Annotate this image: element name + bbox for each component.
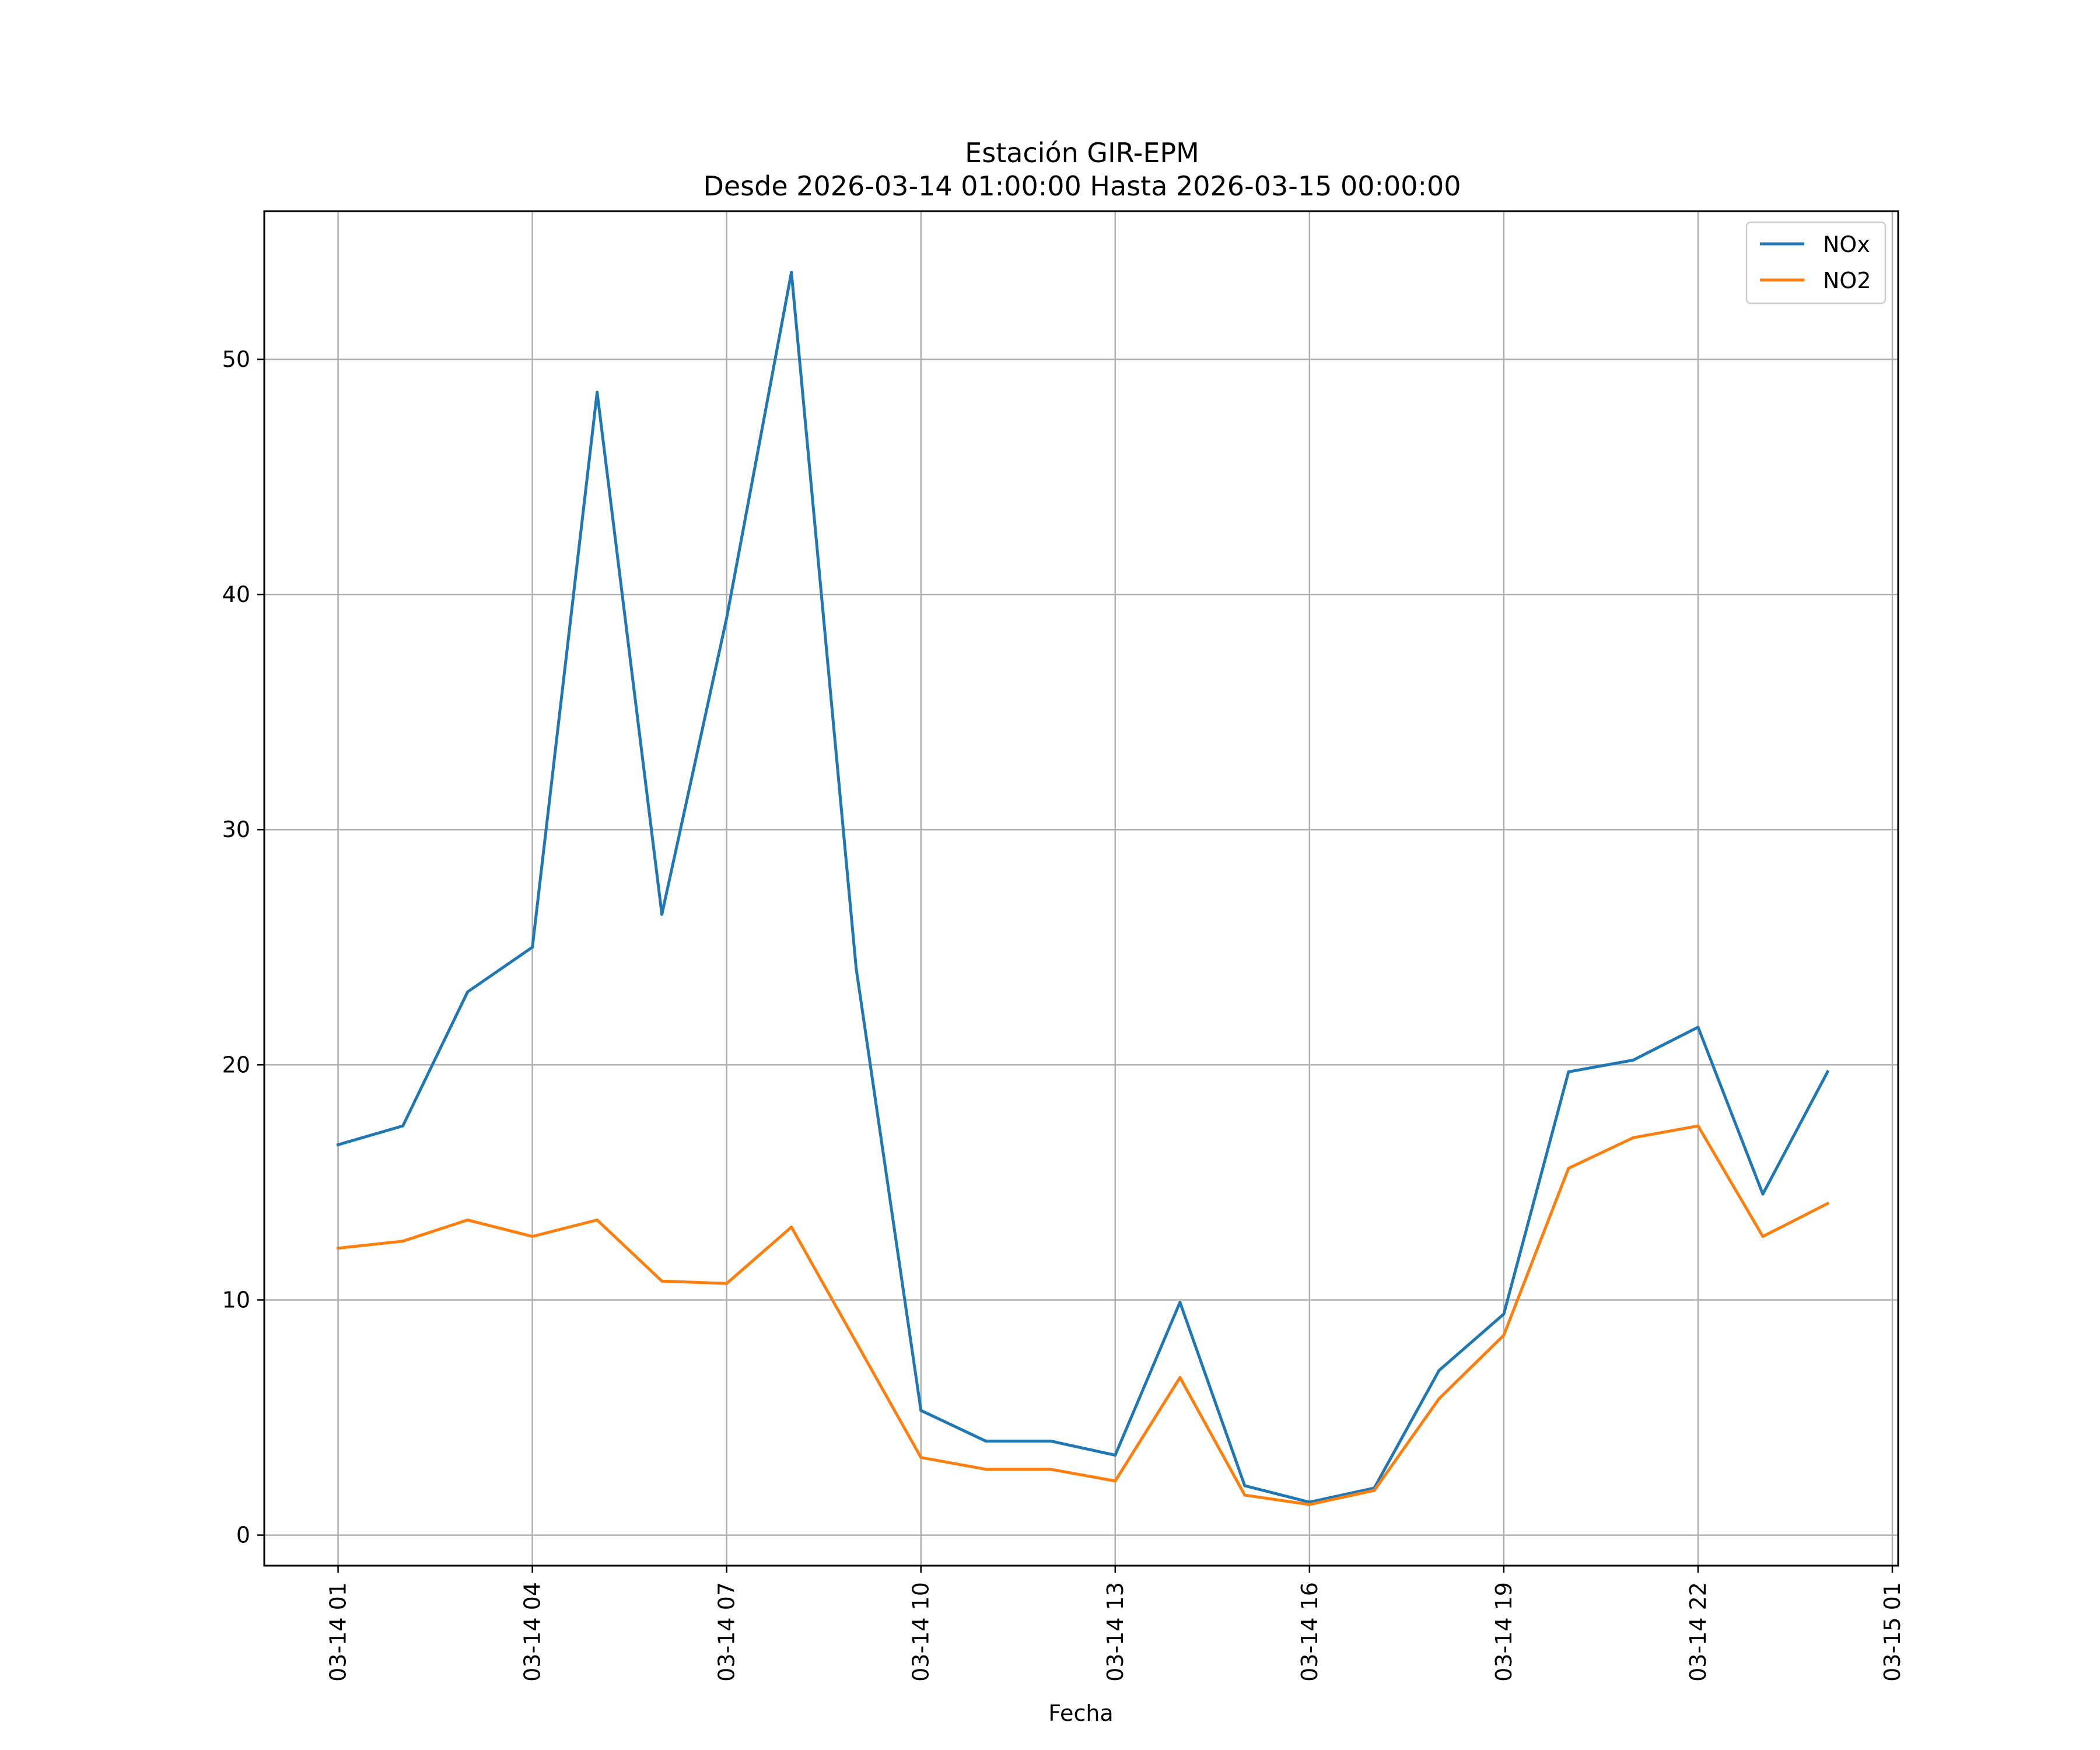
- data-point-no2: [725, 1282, 729, 1285]
- data-point-no2: [1696, 1124, 1700, 1128]
- x-tick-label: 03-14 19: [1491, 1582, 1517, 1682]
- x-tick-label: 03-14 10: [908, 1582, 934, 1682]
- y-tick-label: 40: [222, 582, 250, 607]
- data-point-nox: [790, 271, 793, 274]
- data-point-no2: [660, 1279, 664, 1283]
- data-point-nox: [1049, 1439, 1052, 1443]
- data-point-nox: [1761, 1192, 1765, 1196]
- x-tick-label: 03-14 22: [1685, 1582, 1711, 1682]
- chart-title-line-1: Estación GIR-EPM: [965, 137, 1199, 169]
- data-point-nox: [1437, 1368, 1441, 1372]
- data-point-nox: [1178, 1301, 1182, 1304]
- series-line-no2: [336, 1124, 1830, 1506]
- data-point-nox: [660, 912, 664, 916]
- data-point-nox: [1632, 1058, 1635, 1062]
- x-tick-label: 03-14 07: [714, 1582, 740, 1682]
- grid-lines: [264, 211, 1898, 1566]
- data-point-no2: [1308, 1503, 1311, 1506]
- legend: NOx NO2: [1745, 221, 1887, 304]
- x-tick-label: 03-14 04: [520, 1582, 545, 1682]
- data-point-no2: [984, 1468, 988, 1471]
- data-point-no2: [919, 1456, 923, 1460]
- x-tick-label: 03-14 13: [1102, 1582, 1128, 1682]
- data-point-no2: [1049, 1468, 1052, 1471]
- data-point-nox: [855, 967, 858, 970]
- legend-label-nox: NOx: [1823, 232, 1870, 257]
- x-tick-label: 03-15 01: [1880, 1582, 1905, 1682]
- data-point-nox: [337, 1143, 340, 1146]
- x-tick-label: 03-14 16: [1297, 1582, 1322, 1682]
- data-point-no2: [531, 1235, 534, 1238]
- data-point-no2: [401, 1240, 405, 1243]
- plot-area-frame: [263, 210, 1899, 1567]
- data-point-nox: [1114, 1454, 1117, 1457]
- legend-label-no2: NO2: [1823, 268, 1871, 293]
- data-point-nox: [466, 990, 470, 993]
- data-point-nox: [1502, 1312, 1506, 1316]
- series-line-nox: [336, 271, 1830, 1504]
- data-point-nox: [1567, 1070, 1570, 1073]
- data-point-nox: [919, 1409, 923, 1412]
- data-point-no2: [1761, 1235, 1765, 1238]
- y-tick-label: 10: [222, 1287, 250, 1312]
- y-tick-label: 0: [236, 1522, 250, 1548]
- data-point-no2: [1567, 1167, 1570, 1170]
- data-point-no2: [1632, 1136, 1635, 1139]
- y-tick-label: 30: [222, 817, 250, 842]
- data-point-no2: [1437, 1397, 1441, 1401]
- data-point-nox: [596, 390, 599, 394]
- data-point-no2: [1178, 1376, 1182, 1379]
- data-point-no2: [337, 1247, 340, 1250]
- data-point-nox: [531, 946, 534, 949]
- data-point-no2: [1826, 1202, 1829, 1205]
- y-tick-label: 20: [222, 1052, 250, 1077]
- data-point-nox: [1243, 1484, 1247, 1488]
- x-tick-label: 03-14 01: [326, 1582, 351, 1682]
- data-point-no2: [1502, 1334, 1506, 1337]
- data-point-nox: [725, 616, 729, 620]
- data-point-nox: [401, 1124, 405, 1128]
- data-point-no2: [1373, 1489, 1376, 1492]
- axis-ticks: 0 10 20 30 40 50 03-14 01 03-14 04 03-14 07 03-14…: [222, 346, 1905, 1682]
- data-point-nox: [1696, 1026, 1700, 1029]
- x-axis-label: Fecha: [1048, 1700, 1113, 1726]
- data-point-no2: [855, 1340, 858, 1344]
- data-point-nox: [984, 1439, 988, 1443]
- y-tick-label: 50: [222, 346, 250, 372]
- series-layer: [336, 271, 1830, 1506]
- data-point-nox: [1826, 1070, 1829, 1073]
- data-point-no2: [466, 1218, 470, 1222]
- data-point-no2: [596, 1218, 599, 1222]
- data-point-no2: [1114, 1479, 1117, 1483]
- data-point-no2: [1243, 1493, 1247, 1497]
- data-point-no2: [790, 1226, 793, 1228]
- chart-title-line-2: Desde 2026-03-14 01:00:00 Hasta 2026-03-…: [703, 170, 1461, 202]
